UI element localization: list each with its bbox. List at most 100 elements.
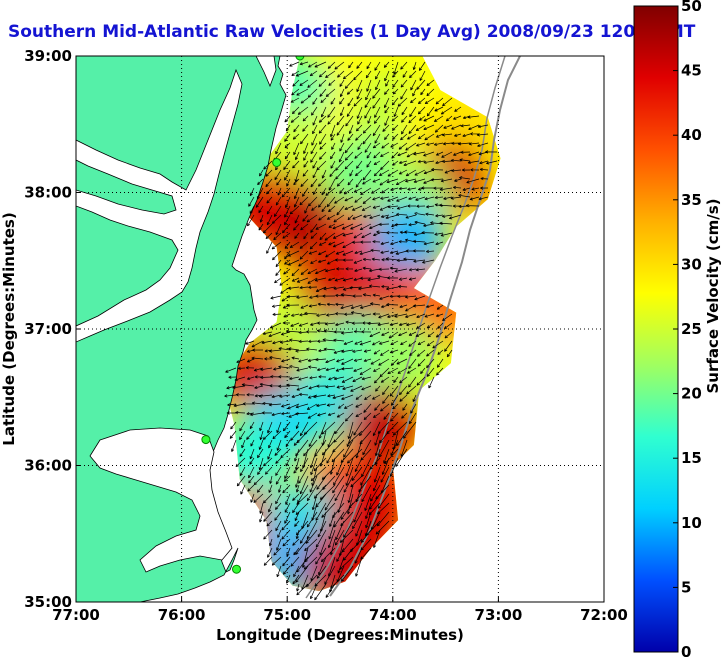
velocity-arrow bbox=[336, 124, 345, 136]
velocity-arrow bbox=[426, 358, 435, 369]
velocity-arrow bbox=[298, 392, 309, 397]
velocity-arrow bbox=[353, 70, 363, 81]
velocity-arrow bbox=[315, 286, 327, 292]
velocity-arrow bbox=[352, 349, 363, 353]
velocity-arrow bbox=[307, 79, 318, 88]
velocity-arrow bbox=[284, 115, 291, 123]
velocity-arrow bbox=[336, 205, 345, 216]
velocity-arrow bbox=[379, 169, 390, 176]
velocity-arrow bbox=[268, 331, 282, 338]
velocity-arrow bbox=[380, 250, 390, 254]
velocity-arrow bbox=[268, 538, 273, 547]
velocity-arrow bbox=[336, 457, 345, 476]
velocity-arrow bbox=[317, 259, 327, 263]
x-tick-label: 72:00 bbox=[580, 606, 628, 624]
velocity-arrow bbox=[486, 160, 498, 165]
velocity-arrow bbox=[412, 88, 417, 97]
velocity-arrow bbox=[386, 231, 399, 235]
velocity-arrow bbox=[307, 412, 318, 419]
velocity-arrow bbox=[302, 115, 309, 122]
velocity-arrow bbox=[457, 142, 471, 146]
velocity-arrow bbox=[408, 115, 417, 124]
velocity-arrow bbox=[333, 511, 345, 528]
velocity-arrow bbox=[296, 583, 300, 592]
velocity-arrow bbox=[328, 376, 336, 381]
velocity-arrow bbox=[419, 70, 426, 81]
velocity-arrow bbox=[346, 448, 363, 464]
velocity-arrow bbox=[282, 232, 291, 239]
velocity-arrow bbox=[262, 223, 273, 234]
velocity-arrow bbox=[361, 376, 372, 381]
velocity-arrow bbox=[333, 466, 345, 486]
velocity-arrow bbox=[408, 223, 417, 227]
colorbar-tick-label: 15 bbox=[681, 449, 702, 467]
velocity-arrow bbox=[337, 70, 345, 78]
velocity-arrow bbox=[291, 356, 300, 360]
velocity-arrow bbox=[379, 367, 390, 378]
velocity-arrow bbox=[289, 205, 300, 215]
velocity-arrow bbox=[378, 358, 390, 366]
velocity-arrow bbox=[363, 412, 372, 421]
velocity-arrow bbox=[451, 168, 462, 173]
velocity-arrow bbox=[372, 412, 381, 418]
velocity-arrow bbox=[301, 547, 309, 568]
velocity-arrow bbox=[295, 565, 309, 583]
velocity-arrow bbox=[480, 177, 489, 181]
velocity-arrow bbox=[396, 430, 408, 447]
velocity-arrow bbox=[291, 313, 300, 317]
velocity-arrow bbox=[406, 322, 417, 327]
velocity-arrow bbox=[350, 385, 363, 392]
velocity-arrow bbox=[239, 466, 246, 477]
velocity-arrow bbox=[285, 493, 291, 505]
velocity-arrow bbox=[371, 257, 381, 261]
velocity-arrow bbox=[296, 583, 309, 596]
velocity-arrow bbox=[292, 574, 300, 585]
velocity-arrow bbox=[346, 430, 354, 447]
velocity-arrow bbox=[308, 365, 318, 369]
velocity-arrow bbox=[236, 475, 246, 487]
velocity-arrow bbox=[330, 97, 336, 105]
velocity-arrow bbox=[361, 205, 372, 211]
velocity-arrow bbox=[321, 205, 327, 213]
velocity-field bbox=[223, 56, 501, 592]
velocity-arrow bbox=[349, 169, 354, 177]
velocity-arrow bbox=[340, 293, 354, 297]
velocity-arrow bbox=[294, 457, 300, 471]
velocity-arrow bbox=[360, 240, 372, 244]
velocity-arrow bbox=[293, 565, 300, 578]
velocity-arrow bbox=[345, 457, 354, 477]
velocity-arrow bbox=[343, 187, 354, 195]
velocity-arrow bbox=[340, 502, 354, 520]
velocity-arrow bbox=[345, 115, 354, 127]
velocity-arrow bbox=[290, 322, 300, 327]
velocity-arrow bbox=[404, 230, 417, 234]
velocity-arrow bbox=[417, 106, 426, 115]
velocity-arrow bbox=[381, 142, 390, 149]
velocity-arrow bbox=[281, 403, 291, 408]
velocity-arrow bbox=[408, 376, 417, 388]
velocity-arrow bbox=[435, 331, 444, 338]
velocity-arrow bbox=[460, 124, 471, 128]
velocity-arrow bbox=[386, 178, 399, 184]
velocity-arrow bbox=[316, 321, 327, 325]
velocity-arrow bbox=[256, 187, 264, 200]
velocity-arrow bbox=[387, 196, 399, 202]
velocity-arrow bbox=[267, 448, 273, 460]
velocity-arrow bbox=[445, 115, 453, 122]
velocity-arrow bbox=[393, 61, 399, 75]
velocity-arrow bbox=[408, 340, 417, 347]
velocity-arrow bbox=[446, 349, 453, 358]
velocity-arrow bbox=[370, 484, 381, 502]
velocity-arrow bbox=[340, 106, 345, 117]
velocity-arrow bbox=[434, 106, 444, 112]
velocity-arrow bbox=[468, 124, 480, 131]
velocity-arrow bbox=[315, 358, 327, 362]
velocity-arrow bbox=[329, 457, 336, 475]
velocity-arrow bbox=[249, 448, 255, 460]
velocity-arrow bbox=[310, 466, 327, 482]
velocity-arrow bbox=[397, 151, 408, 157]
y-tick-label: 37:00 bbox=[24, 320, 72, 338]
velocity-arrow bbox=[250, 493, 255, 503]
velocity-arrow bbox=[258, 439, 264, 450]
velocity-arrow bbox=[414, 295, 426, 301]
